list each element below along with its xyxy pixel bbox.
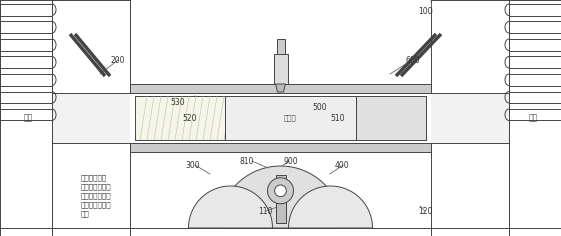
Bar (0, 109, 52, 121)
Bar (0, 39, 52, 51)
Bar (509, 4, 561, 16)
Bar (431, 93, 509, 143)
Text: 300: 300 (185, 161, 200, 170)
Text: 510: 510 (330, 114, 344, 123)
Polygon shape (218, 166, 343, 228)
Text: 润滑油: 润滑油 (284, 115, 297, 121)
Bar (0, 92, 52, 103)
Circle shape (275, 185, 286, 197)
Polygon shape (288, 186, 373, 228)
Bar (52, 93, 130, 143)
Bar (431, 0, 509, 93)
Bar (509, 56, 561, 68)
Text: 怠速状态下，
可变压缩活塞的
伸出或缩回至与
燃烧室的结合面
一致: 怠速状态下， 可变压缩活塞的 伸出或缩回至与 燃烧室的结合面 一致 (81, 174, 112, 217)
Bar (135, 96, 225, 140)
Polygon shape (188, 186, 273, 228)
Text: 530: 530 (170, 98, 185, 107)
Bar (275, 175, 286, 223)
Text: 600: 600 (406, 56, 421, 65)
Bar (274, 54, 287, 84)
Bar (277, 39, 284, 54)
Text: 120: 120 (418, 207, 433, 216)
Text: 500: 500 (312, 103, 327, 112)
Text: 110: 110 (258, 207, 273, 216)
Text: 进气: 进气 (24, 114, 33, 122)
Text: 排气: 排气 (528, 114, 537, 122)
Circle shape (268, 178, 293, 204)
Bar (0, 56, 52, 68)
Text: 400: 400 (335, 161, 350, 170)
Bar (509, 39, 561, 51)
Text: 520: 520 (182, 114, 196, 123)
Bar (52, 143, 130, 236)
Bar (225, 96, 356, 140)
Bar (509, 74, 561, 85)
Bar (0, 74, 52, 85)
Bar (130, 143, 431, 152)
Bar (509, 109, 561, 121)
Text: 900: 900 (283, 157, 298, 166)
Text: 100: 100 (418, 7, 433, 16)
Bar (509, 21, 561, 33)
Bar (0, 0, 130, 236)
Polygon shape (275, 84, 286, 92)
Bar (0, 4, 52, 16)
Bar (52, 0, 130, 93)
Bar (356, 96, 426, 140)
Bar (130, 84, 431, 93)
Bar (0, 21, 52, 33)
Text: 810: 810 (240, 157, 254, 166)
Bar (509, 92, 561, 103)
Text: 200: 200 (110, 56, 125, 65)
Bar (431, 143, 509, 236)
